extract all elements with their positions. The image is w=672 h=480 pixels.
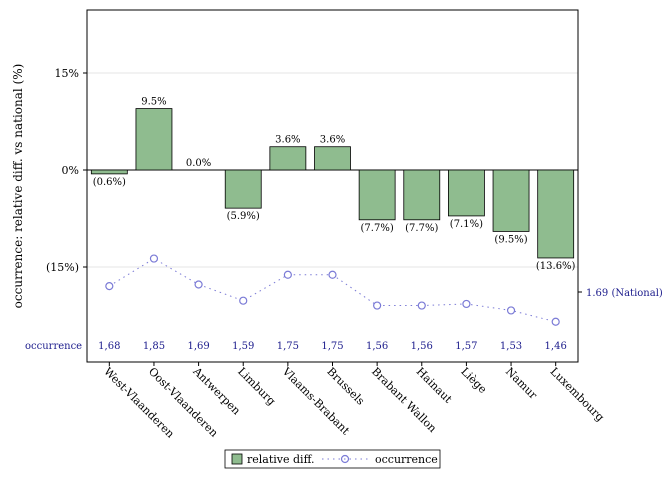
occurrence-value: 1,56 (366, 341, 388, 352)
category-label: Limburg (235, 365, 278, 408)
occurrence-value: 1,59 (232, 341, 254, 352)
bar (403, 169, 441, 221)
occurrence-polyline (109, 257, 556, 323)
bar-value-label: 9.5% (141, 97, 166, 108)
legend-bar-swatch (231, 453, 243, 465)
bar-value-label: 3.6% (320, 135, 345, 146)
occurrence-value: 1,75 (321, 341, 343, 352)
occurrence-value: 1,75 (277, 341, 299, 352)
bar-value-label: (7.1%) (450, 219, 483, 230)
occurrence-point (239, 296, 248, 305)
bar (492, 169, 530, 232)
bar (448, 169, 485, 217)
bar (90, 169, 128, 175)
national-reference: 1.69 (National) (578, 288, 663, 299)
occurrence-value: 1,56 (411, 341, 433, 352)
y-axis-label: occurrence: relative diff. vs national (… (11, 64, 25, 309)
legend-line-marker (340, 454, 350, 464)
category-label: Brussels (324, 365, 367, 408)
bar-labels: (0.6%) 9.5% 0.0% (5.9%) 3.6% 3.6% (7.7%) (7.7%)… (93, 97, 576, 272)
occurrence-line (105, 254, 560, 326)
bar-value-label: (9.5%) (494, 234, 527, 245)
occurrence-point (417, 301, 426, 310)
occurrence-point (373, 301, 382, 310)
occurrence-point (551, 317, 560, 326)
occurrence-row: occurrence 1,68 1,85 1,69 1,59 1,75 1,75 1,56 1… (25, 341, 567, 352)
y-tick-label: 15% (55, 67, 79, 80)
category-label: Liège (458, 365, 489, 396)
bar-value-label: 3.6% (275, 135, 300, 146)
bar-value-label: (0.6%) (93, 177, 126, 188)
legend-bar-label: relative diff. (247, 453, 314, 466)
grid-lines (87, 72, 578, 268)
occurrence-value: 1,69 (187, 341, 209, 352)
bar (224, 169, 262, 209)
occurrence-point (105, 282, 114, 291)
category-labels: West-VlaanderenOost-VlaanderenAntwerpenL… (101, 364, 606, 440)
legend-box (224, 449, 441, 469)
occurrence-value: 1,46 (545, 341, 567, 352)
national-label: 1.69 (National) (586, 288, 663, 299)
bar (358, 169, 396, 221)
legend: relative diff. occurrence (224, 449, 441, 469)
bars (90, 108, 575, 259)
bar (135, 108, 173, 171)
bar-value-label: 0.0% (186, 158, 211, 169)
occurrence-value: 1,85 (143, 341, 165, 352)
bar-value-label: (7.7%) (405, 223, 438, 234)
bar (537, 169, 575, 259)
y-tick-label: (15%) (46, 261, 79, 274)
bar-value-label: (7.7%) (361, 223, 394, 234)
bar-value-label: (5.9%) (227, 211, 260, 222)
occurrence-point (506, 306, 516, 315)
occurrence-point (462, 299, 471, 309)
category-label: Hainaut (414, 365, 455, 406)
bar-value-label: (13.6%) (536, 261, 576, 272)
occurrence-point (149, 254, 159, 263)
occurrence-point (283, 270, 292, 279)
occurrence-row-label: occurrence (25, 341, 82, 352)
legend-line-label: occurrence (375, 453, 438, 466)
occurrence-point (328, 270, 337, 279)
occurrence-value: 1,68 (98, 341, 120, 352)
bar (269, 146, 307, 171)
occurrence-value: 1,57 (455, 341, 477, 352)
occurrence-value: 1,53 (500, 341, 522, 352)
y-tick-label: 0% (62, 164, 79, 177)
category-label: Namur (503, 365, 540, 402)
occurrence-point (194, 280, 203, 289)
category-label: Luxembourg (548, 365, 607, 424)
bar (314, 146, 351, 171)
